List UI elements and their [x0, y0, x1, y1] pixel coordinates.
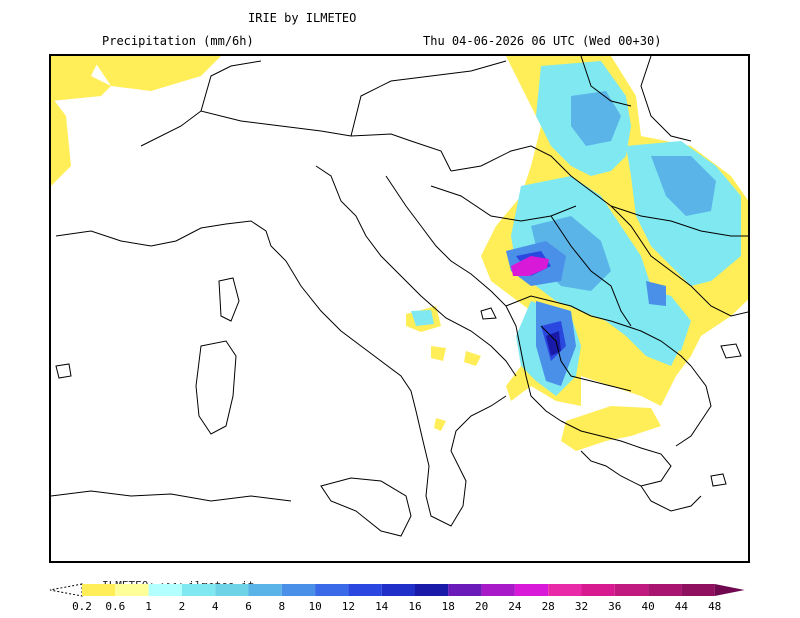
map-variable-label: Precipitation (mm/6h): [102, 34, 254, 48]
legend-swatch: [415, 584, 449, 596]
legend-swatch: [681, 584, 715, 596]
legend-swatch: [548, 584, 582, 596]
legend-swatch: [348, 584, 382, 596]
legend-watermark: ILMETEO: www.ilmeteo.it: [102, 579, 255, 592]
legend-tick-label: 48: [708, 600, 722, 613]
legend-tick-label: 44: [674, 600, 689, 613]
legend-tick-label: 2: [178, 600, 186, 613]
legend-tick-label: 4: [211, 600, 219, 613]
legend-tick-label: 0.6: [105, 600, 126, 613]
legend-tick-label: 36: [608, 600, 622, 613]
legend-swatch: [281, 584, 316, 596]
legend-tick-label: 16: [408, 600, 422, 613]
legend-tick-label: 20: [474, 600, 489, 613]
legend-swatch: [381, 584, 415, 596]
legend-min-arrow: [49, 583, 83, 597]
legend-tick-label: 10: [308, 600, 322, 613]
precip-light-areas: [51, 56, 748, 451]
legend-swatch: [315, 584, 349, 596]
coastlines-borders: [51, 56, 748, 537]
legend-tick-label: 24: [508, 600, 522, 613]
map-title: IRIE by ILMETEO: [248, 11, 357, 25]
precipitation-map: [49, 54, 750, 563]
forecast-datetime: Thu 04-06-2026 06 UTC (Wed 00+30): [423, 34, 662, 48]
legend-swatch: [614, 584, 649, 596]
legend-tick-label: 8: [278, 600, 286, 613]
legend-tick-label: 12: [341, 600, 356, 613]
map-canvas: [51, 56, 748, 537]
legend-tick-label: 14: [375, 600, 389, 613]
legend-tick-label: 32: [574, 600, 589, 613]
legend-tick-label: 6: [245, 600, 252, 613]
legend-swatch: [514, 584, 549, 596]
legend-swatch: [648, 584, 682, 596]
legend-swatch: [581, 584, 615, 596]
legend-swatch: [448, 584, 482, 596]
legend-max-arrow: [714, 584, 745, 596]
legend-tick-label: 28: [541, 600, 555, 613]
legend-swatch: [481, 584, 515, 596]
legend-tick-label: 18: [441, 600, 455, 613]
precip-intense-core: [511, 256, 561, 356]
legend-tick-label: 1: [145, 600, 152, 613]
legend-tick-label: 0.2: [72, 600, 92, 613]
legend-tick-label: 40: [641, 600, 655, 613]
